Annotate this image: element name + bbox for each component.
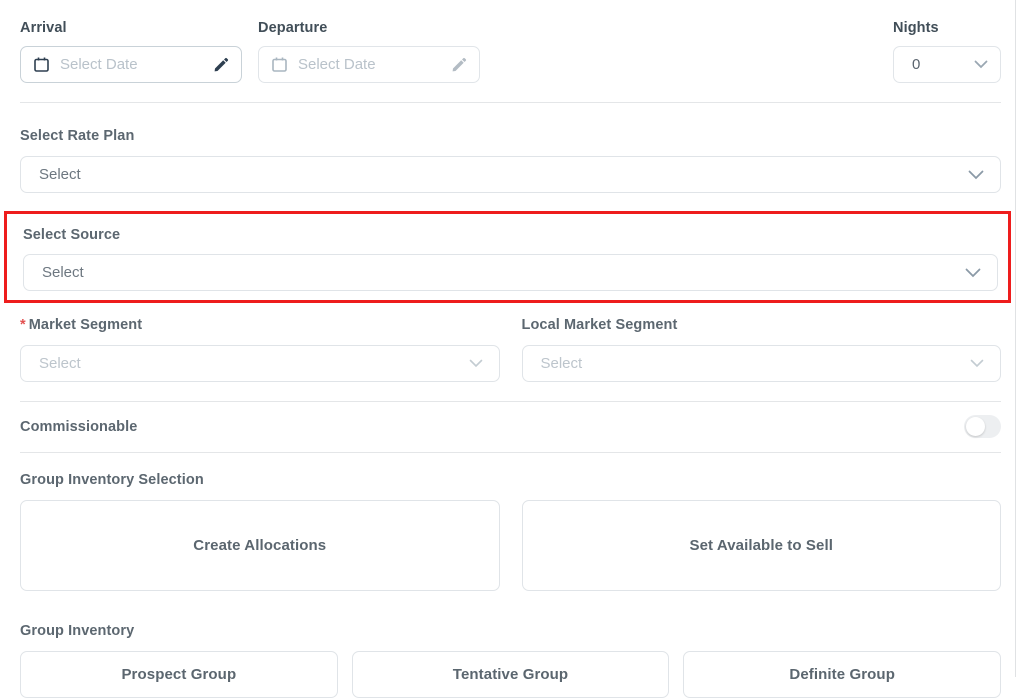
- chevron-down-icon: [974, 60, 988, 69]
- group-inventory-group: Group Inventory Prospect Group Tentative…: [20, 623, 1001, 698]
- local-market-segment-value: Select: [541, 355, 971, 372]
- chevron-down-icon: [968, 170, 984, 180]
- market-segment-label: Market Segment: [29, 317, 142, 333]
- source-group: Select Source Select: [23, 227, 998, 291]
- dates-row: Arrival Select Date: [20, 20, 1001, 83]
- local-market-segment-select[interactable]: Select: [522, 345, 1002, 382]
- edit-pencil-icon: [451, 57, 467, 73]
- group-inventory-selection-group: Group Inventory Selection Create Allocat…: [20, 472, 1001, 591]
- arrival-field-group: Arrival Select Date: [20, 20, 242, 83]
- calendar-icon: [33, 56, 50, 73]
- chevron-down-icon: [469, 359, 483, 368]
- market-segment-select[interactable]: Select: [20, 345, 500, 382]
- group-inventory-selection-label: Group Inventory Selection: [20, 472, 1001, 488]
- market-segment-group: *Market Segment Select: [20, 317, 500, 382]
- departure-field-group: Departure Select Date: [258, 20, 480, 83]
- set-available-to-sell-button[interactable]: Set Available to Sell: [522, 500, 1002, 591]
- departure-label: Departure: [258, 20, 480, 36]
- source-select[interactable]: Select: [23, 254, 998, 291]
- chevron-down-icon: [970, 359, 984, 368]
- edit-pencil-icon[interactable]: [213, 57, 229, 73]
- definite-group-label: Definite Group: [789, 666, 895, 683]
- nights-label: Nights: [893, 20, 1001, 36]
- departure-date-input[interactable]: Select Date: [258, 46, 480, 83]
- group-inventory-label: Group Inventory: [20, 623, 1001, 639]
- local-market-segment-label: Local Market Segment: [522, 317, 1002, 333]
- rate-plan-value: Select: [39, 166, 968, 183]
- departure-placeholder: Select Date: [298, 56, 451, 73]
- commissionable-row: Commissionable: [20, 402, 1001, 452]
- definite-group-button[interactable]: Definite Group: [683, 651, 1001, 698]
- tentative-group-label: Tentative Group: [453, 666, 568, 683]
- create-allocations-button[interactable]: Create Allocations: [20, 500, 500, 591]
- tentative-group-button[interactable]: Tentative Group: [352, 651, 670, 698]
- chevron-down-icon: [965, 268, 981, 278]
- highlight-rectangle: Select Source Select: [4, 211, 1011, 303]
- prospect-group-button[interactable]: Prospect Group: [20, 651, 338, 698]
- arrival-date-input[interactable]: Select Date: [20, 46, 242, 83]
- divider: [20, 452, 1001, 453]
- source-value: Select: [42, 264, 965, 281]
- nights-select[interactable]: 0: [893, 46, 1001, 83]
- rate-plan-label: Select Rate Plan: [20, 128, 1001, 144]
- arrival-placeholder: Select Date: [60, 56, 213, 73]
- rate-plan-group: Select Rate Plan Select: [20, 128, 1001, 193]
- local-market-segment-group: Local Market Segment Select: [522, 317, 1002, 382]
- calendar-icon: [271, 56, 288, 73]
- divider: [20, 102, 1001, 103]
- create-allocations-label: Create Allocations: [193, 537, 326, 554]
- set-available-to-sell-label: Set Available to Sell: [689, 537, 833, 554]
- rate-plan-select[interactable]: Select: [20, 156, 1001, 193]
- nights-field-group: Nights 0: [893, 20, 1001, 83]
- market-segment-row: *Market Segment Select Local Market Segm…: [20, 317, 1001, 382]
- market-segment-label-wrap: *Market Segment: [20, 317, 500, 333]
- toggle-knob: [966, 417, 985, 436]
- nights-value: 0: [912, 56, 974, 73]
- commissionable-label: Commissionable: [20, 419, 137, 435]
- market-segment-value: Select: [39, 355, 469, 372]
- booking-form: Arrival Select Date: [0, 0, 1016, 677]
- source-label: Select Source: [23, 227, 998, 243]
- prospect-group-label: Prospect Group: [121, 666, 236, 683]
- commissionable-toggle[interactable]: [964, 415, 1001, 438]
- required-asterisk: *: [20, 317, 26, 333]
- arrival-label: Arrival: [20, 20, 242, 36]
